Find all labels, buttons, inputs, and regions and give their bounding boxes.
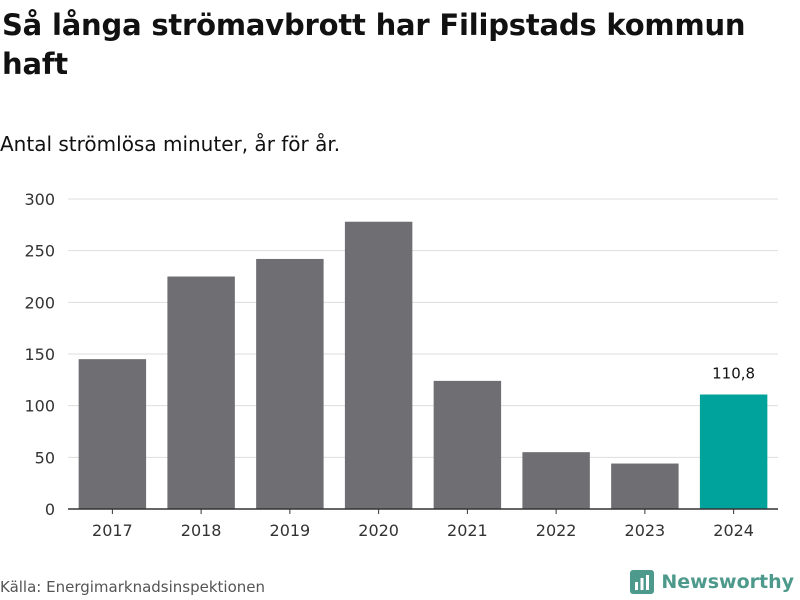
x-tick-label: 2019 bbox=[270, 521, 311, 540]
y-tick-label: 150 bbox=[24, 345, 55, 364]
bar-2024 bbox=[699, 394, 768, 509]
x-tick-label: 2020 bbox=[358, 521, 399, 540]
x-axis-ticks: 2017 2018 2019 2020 2021 2022 2023 2024 bbox=[92, 509, 754, 540]
chart-subtitle: Antal strömlösa minuter, år för år. bbox=[0, 132, 341, 156]
x-tick-label: 2024 bbox=[713, 521, 754, 540]
x-tick-label: 2021 bbox=[447, 521, 488, 540]
y-tick-label: 300 bbox=[24, 190, 55, 209]
chart-title: Så långa strömavbrott har Filipstads kom… bbox=[2, 8, 746, 81]
y-tick-label: 0 bbox=[45, 500, 55, 519]
x-tick-label: 2018 bbox=[181, 521, 222, 540]
y-axis-ticks: 0 50 100 150 200 250 300 bbox=[24, 190, 55, 519]
data-labels: 110,8 bbox=[712, 365, 755, 383]
bar-2022 bbox=[522, 452, 590, 509]
data-label-2024: 110,8 bbox=[712, 365, 755, 383]
bar-2017 bbox=[78, 359, 147, 509]
y-tick-label: 250 bbox=[24, 242, 55, 261]
x-tick-label: 2017 bbox=[92, 521, 133, 540]
bar-2019 bbox=[256, 258, 324, 509]
source-note: Källa: Energimarknadsinspektionen bbox=[0, 578, 266, 596]
y-tick-label: 200 bbox=[24, 293, 55, 312]
bars bbox=[78, 221, 768, 509]
bar-2023 bbox=[611, 463, 679, 509]
x-tick-label: 2022 bbox=[536, 521, 577, 540]
bar-2021 bbox=[433, 380, 502, 509]
y-tick-label: 50 bbox=[35, 448, 55, 467]
bar-2020 bbox=[344, 221, 413, 509]
brand-logo: Newsworthy bbox=[630, 570, 794, 594]
bar-2018 bbox=[167, 276, 235, 509]
brand-name: Newsworthy bbox=[661, 571, 794, 593]
x-tick-label: 2023 bbox=[625, 521, 666, 540]
y-tick-label: 100 bbox=[24, 397, 55, 416]
bar-chart-icon bbox=[630, 570, 655, 594]
